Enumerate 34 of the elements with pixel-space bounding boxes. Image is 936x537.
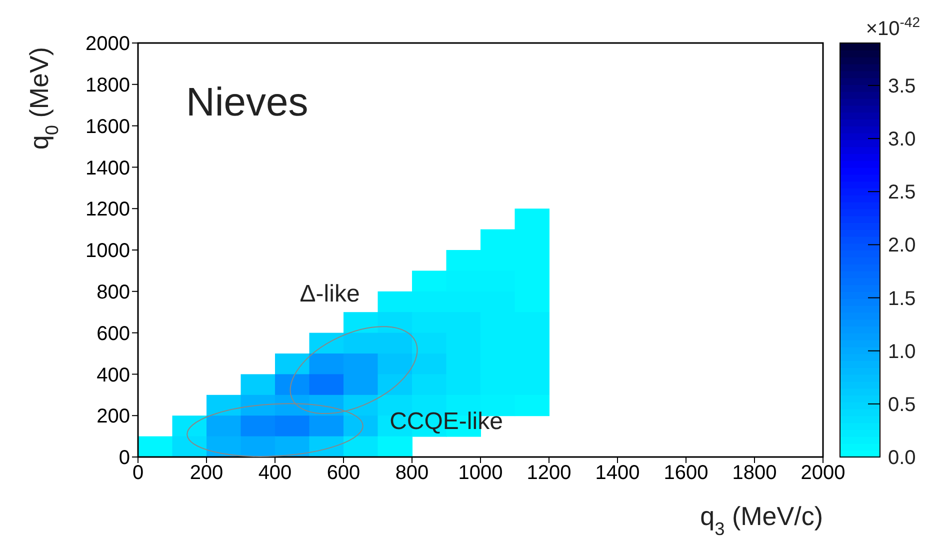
x-tick-label: 2000 <box>800 462 846 484</box>
annotation: Δ-like <box>300 280 360 308</box>
y-tick-label: 200 <box>96 406 130 428</box>
color-bar-label: 2.5 <box>888 182 916 204</box>
y-tick-label: 1000 <box>86 240 130 262</box>
y-tick-label: 1800 <box>86 74 130 96</box>
color-bar-label: 1.0 <box>888 340 916 363</box>
x-tick-label: 600 <box>326 462 360 484</box>
color-bar-title: ×10$^{-42}$ <box>866 14 920 40</box>
color-bar-label: 0.0 <box>888 447 916 469</box>
x-tick-label: 1000 <box>458 462 503 484</box>
color-bar-label: 3.0 <box>888 128 916 151</box>
y-tick-label: 1600 <box>86 116 130 138</box>
x-tick-label: 1800 <box>732 462 777 484</box>
x-tick-label: 1600 <box>664 462 708 484</box>
color-bar-label: 1.5 <box>888 288 916 310</box>
x-tick-label: 1200 <box>526 462 572 484</box>
y-tick-label: 1400 <box>86 157 130 180</box>
color-bar-label: 3.5 <box>888 75 916 98</box>
color-bar-label: 0.5 <box>888 394 916 416</box>
x-tick-label: 800 <box>395 462 429 484</box>
x-tick-label: 1400 <box>595 462 640 484</box>
y-tick-label: 1200 <box>86 198 130 221</box>
color-bar-label: 2.0 <box>888 234 916 257</box>
x-tick-label: 200 <box>190 462 224 484</box>
y-tick-label: 400 <box>96 364 130 386</box>
y-tick-label: 2000 <box>86 33 130 56</box>
x-tick-label: 400 <box>258 462 292 484</box>
x-axis-title: q$_{3}$ (MeV/c) <box>700 501 823 537</box>
y-tick-label: 600 <box>96 322 130 345</box>
text: Nieves <box>186 80 308 124</box>
y-tick-label: 0 <box>118 447 130 470</box>
y-tick-label: 800 <box>96 282 130 304</box>
x-tick-label: 0 <box>132 462 144 484</box>
